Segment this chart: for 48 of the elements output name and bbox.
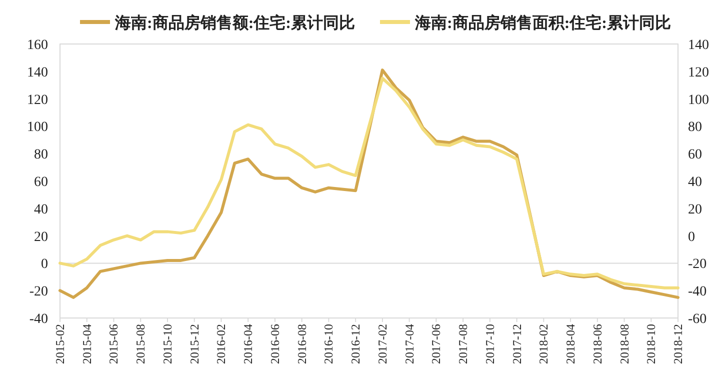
y-tick-label: 0 <box>41 257 48 272</box>
y-tick-label: -20 <box>29 284 48 300</box>
x-tick-label: 2016-02 <box>214 324 228 364</box>
x-tick-label: 2018-02 <box>536 324 551 364</box>
x-tick-label: 2016-08 <box>294 324 309 364</box>
x-tick-label: 2016-10 <box>322 324 336 364</box>
x-tick-label: 2015-02 <box>53 324 67 364</box>
y2-tick-label: 0 <box>688 230 695 245</box>
x-tick-label: 2015-10 <box>160 324 174 364</box>
y-tick-label: 20 <box>34 230 48 245</box>
y-tick-label: 100 <box>27 120 48 136</box>
x-tick-label: 2015-08 <box>134 324 148 364</box>
y-tick-label: 60 <box>34 175 48 190</box>
y-tick-label: 160 <box>27 38 48 53</box>
x-tick-label: 2018-12 <box>671 324 685 364</box>
y2-tick-label: 140 <box>688 38 709 53</box>
y-tick-label: 80 <box>34 148 48 163</box>
x-tick-label: 2016-12 <box>348 324 363 364</box>
y-tick-label: 40 <box>34 202 48 218</box>
y-tick-label: 120 <box>27 92 48 108</box>
x-tick-label: 2018-06 <box>590 324 604 364</box>
x-tick-label: 2015-06 <box>106 324 121 364</box>
y2-tick-label: 60 <box>688 148 702 163</box>
x-tick-label: 2018-04 <box>564 324 578 364</box>
y-tick-label: -40 <box>29 312 48 327</box>
y2-tick-label: -20 <box>688 257 707 272</box>
x-tick-label: 2015-12 <box>187 324 202 364</box>
y2-tick-label: 120 <box>688 65 709 80</box>
y2-tick-label: -40 <box>688 284 707 300</box>
y2-tick-label: 40 <box>688 175 702 190</box>
x-tick-label: 2018-10 <box>644 324 658 364</box>
x-tick-label: 2017-06 <box>429 324 444 364</box>
x-tick-label: 2017-12 <box>510 324 524 364</box>
x-tick-label: 2017-04 <box>402 324 416 364</box>
x-tick-label: 2017-08 <box>456 324 470 364</box>
x-tick-label: 2017-02 <box>375 324 390 364</box>
x-tick-label: 2018-08 <box>617 324 632 364</box>
legend-label: 海南:商品房销售额:住宅:累计同比 <box>114 13 355 32</box>
y2-tick-label: -60 <box>688 312 707 327</box>
y2-tick-label: 80 <box>688 120 702 136</box>
x-tick-label: 2015-04 <box>80 324 94 364</box>
y2-tick-label: 20 <box>688 202 702 218</box>
x-tick-label: 2017-10 <box>482 324 497 364</box>
y2-tick-label: 100 <box>688 92 709 108</box>
y-tick-label: 140 <box>27 65 48 80</box>
x-tick-label: 2016-06 <box>268 324 282 364</box>
x-tick-label: 2016-04 <box>241 324 256 364</box>
legend-label: 海南:商品房销售面积:住宅:累计同比 <box>414 13 671 32</box>
